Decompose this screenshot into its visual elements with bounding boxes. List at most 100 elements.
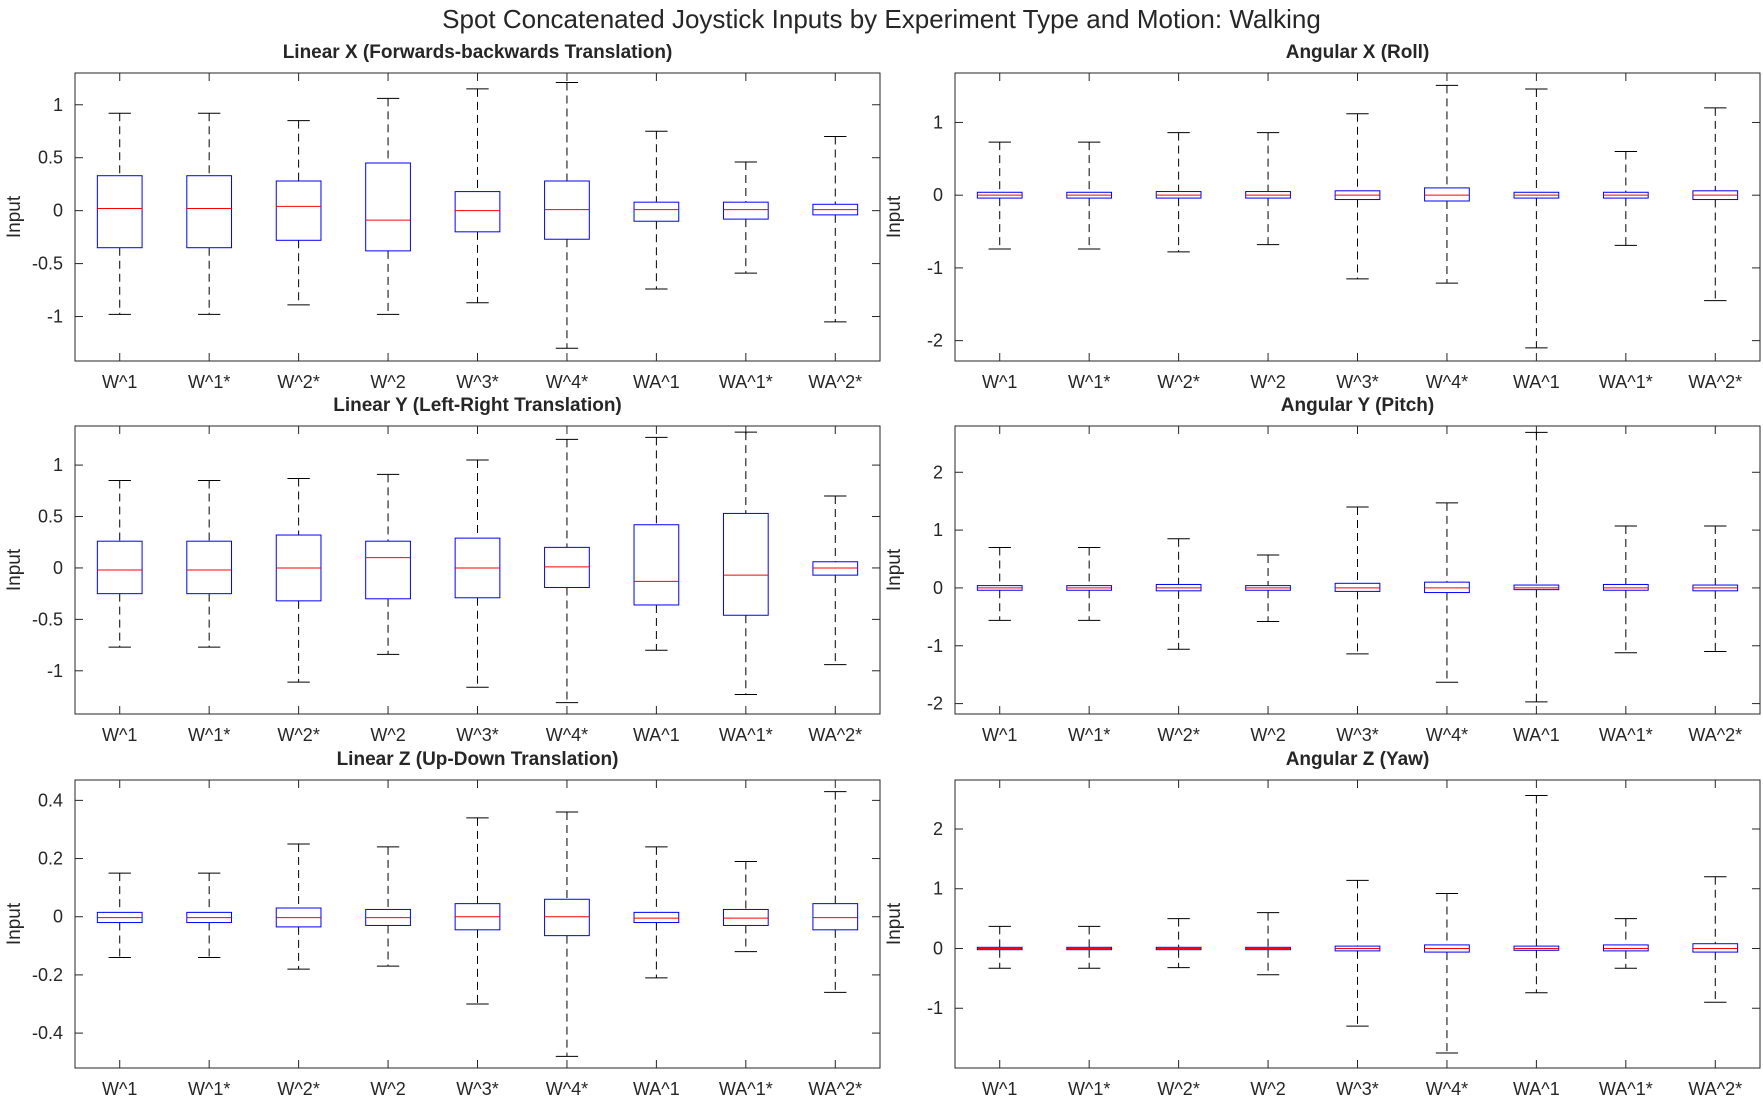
panel-3-xtick-label-5: W^4*: [546, 725, 588, 745]
panel-2-xtick-label-4: W^3*: [1336, 372, 1378, 392]
panel-4-ytick-label-3: 1: [933, 520, 943, 540]
panel-6-xtick-label-7: WA^1*: [1599, 1079, 1653, 1099]
panel-6-ytick-label-3: 2: [933, 819, 943, 839]
panel-4-ytick-label-4: 2: [933, 462, 943, 482]
panel-2-xtick-label-1: W^1*: [1068, 372, 1110, 392]
panel-6-box-8-iqr: [1602, 944, 1649, 952]
panel-6-xtick-label-0: W^1: [982, 1079, 1017, 1099]
panel-1-xtick-label-1: W^1*: [188, 372, 230, 392]
panel-1-xtick-label-6: WA^1: [633, 372, 680, 392]
panel-5-title: Linear Z (Up-Down Translation): [337, 749, 619, 770]
panel-1-ytick-label-1: -0.5: [32, 254, 63, 274]
panel-4-xtick-label-3: W^2: [1250, 725, 1285, 745]
panel-3-ytick-label-3: 0.5: [38, 507, 63, 527]
panel-3-box-7-iqr: [633, 524, 680, 606]
panel-2-ytick-label-2: 0: [933, 185, 943, 205]
panel-4-xtick-label-4: W^3*: [1336, 725, 1378, 745]
panel-6-ytick-label-2: 1: [933, 879, 943, 899]
panel-3-xtick-label-7: WA^1*: [719, 725, 773, 745]
panel-6-xtick-label-4: W^3*: [1336, 1079, 1378, 1099]
panel-6-ytick-label-1: 0: [933, 938, 943, 958]
panel-1-xtick-label-0: W^1: [102, 372, 137, 392]
panel-6-xtick-label-6: WA^1: [1513, 1079, 1560, 1099]
panel-5-ytick-label-3: 0.2: [38, 849, 63, 869]
panel-3-box-8-iqr: [722, 512, 769, 616]
panel-4-axes-box: [954, 425, 1761, 715]
panel-2-xtick-label-8: WA^2*: [1688, 372, 1742, 392]
panel-3-box-2-iqr: [186, 540, 233, 595]
panel-1-box-3-iqr: [275, 180, 322, 241]
panel-5-xtick-label-3: W^2: [370, 1079, 405, 1099]
panel-2-title: Angular X (Roll): [1286, 42, 1430, 63]
panel-5-ytick-label-0: -0.4: [32, 1023, 63, 1043]
panel-3-ylabel: Input: [4, 548, 25, 591]
panel-4-xtick-label-2: W^2*: [1157, 725, 1199, 745]
panel-6-xtick-label-2: W^2*: [1157, 1079, 1199, 1099]
panel-4-box-7-iqr: [1513, 584, 1560, 591]
panel-4-box-5-iqr: [1334, 582, 1381, 592]
panel-4-ylabel: Input: [884, 548, 905, 591]
panel-1-xtick-label-7: WA^1*: [719, 372, 773, 392]
panel-2-xtick-label-0: W^1: [982, 372, 1017, 392]
panel-1-box-5-iqr: [454, 191, 501, 233]
panel-5-xtick-label-0: W^1: [102, 1079, 137, 1099]
panel-6-box-9-iqr: [1692, 943, 1739, 953]
panel-5-xtick-label-7: WA^1*: [719, 1079, 773, 1099]
panel-3-xtick-label-0: W^1: [102, 725, 137, 745]
panel-6-ytick-label-0: -1: [927, 998, 943, 1018]
panel-3-xtick-label-4: W^3*: [456, 725, 498, 745]
panel-3-xtick-label-6: WA^1: [633, 725, 680, 745]
panel-6-xtick-label-8: WA^2*: [1688, 1079, 1742, 1099]
panel-3-box-1-iqr: [96, 540, 143, 595]
panel-6-ylabel: Input: [884, 902, 905, 945]
panel-1-xtick-label-4: W^3*: [456, 372, 498, 392]
panel-5-ytick-label-1: -0.2: [32, 965, 63, 985]
panel-5-xtick-label-2: W^2*: [277, 1079, 319, 1099]
panel-4-xtick-label-6: WA^1: [1513, 725, 1560, 745]
panel-6-xtick-label-1: W^1*: [1068, 1079, 1110, 1099]
panel-3-box-4-iqr: [365, 540, 411, 600]
panel-4-ytick-label-1: -1: [927, 636, 943, 656]
panel-5-xtick-label-4: W^3*: [456, 1079, 498, 1099]
panel-4-xtick-label-7: WA^1*: [1599, 725, 1653, 745]
panel-1-box-1-iqr: [96, 175, 143, 249]
panel-6-xtick-label-3: W^2: [1250, 1079, 1285, 1099]
panel-1-xtick-label-8: WA^2*: [808, 372, 862, 392]
panel-4-box-6-iqr: [1424, 581, 1470, 594]
panel-1-ylabel: Input: [4, 195, 25, 238]
panel-1-ytick-label-4: 1: [53, 95, 63, 115]
panel-5-ytick-label-2: 0: [53, 907, 63, 927]
panel-3-box-6-iqr: [544, 546, 590, 588]
panel-1-ytick-label-0: -1: [47, 307, 63, 327]
panel-2-xtick-label-6: WA^1: [1513, 372, 1560, 392]
panel-3-title: Linear Y (Left-Right Translation): [333, 395, 622, 416]
panel-5-xtick-label-5: W^4*: [546, 1079, 588, 1099]
panel-2-ytick-label-1: -1: [927, 258, 943, 278]
panel-3-box-9-iqr: [812, 561, 859, 576]
panel-1-box-2-iqr: [186, 175, 233, 249]
panel-4-ytick-label-0: -2: [927, 694, 943, 714]
panel-4-box-8-iqr: [1602, 583, 1649, 591]
panel-3-ytick-label-4: 1: [53, 455, 63, 475]
panel-1-title: Linear X (Forwards-backwards Translation…: [283, 42, 673, 63]
panel-4-xtick-label-5: W^4*: [1426, 725, 1468, 745]
panel-4-ytick-label-2: 0: [933, 578, 943, 598]
panel-1-ytick-label-2: 0: [53, 201, 63, 221]
figure-title: Spot Concatenated Joystick Inputs by Exp…: [442, 4, 1321, 34]
panel-1-xtick-label-5: W^4*: [546, 372, 588, 392]
panel-4-title: Angular Y (Pitch): [1281, 395, 1434, 416]
panel-2-xtick-label-3: W^2: [1250, 372, 1285, 392]
panel-3-xtick-label-1: W^1*: [188, 725, 230, 745]
panel-4-xtick-label-1: W^1*: [1068, 725, 1110, 745]
panel-1-box-7-iqr: [633, 201, 680, 222]
panel-2-ylabel: Input: [884, 195, 905, 238]
panel-5-box-9-iqr: [812, 903, 859, 931]
panel-3-ytick-label-0: -1: [47, 661, 63, 681]
panel-1-box-8-iqr: [722, 201, 769, 220]
panel-3-xtick-label-2: W^2*: [277, 725, 319, 745]
panel-2-ytick-label-3: 1: [933, 112, 943, 132]
panel-5-box-8-iqr: [722, 908, 769, 926]
panel-1-xtick-label-3: W^2: [370, 372, 405, 392]
panel-5-xtick-label-8: WA^2*: [808, 1079, 862, 1099]
